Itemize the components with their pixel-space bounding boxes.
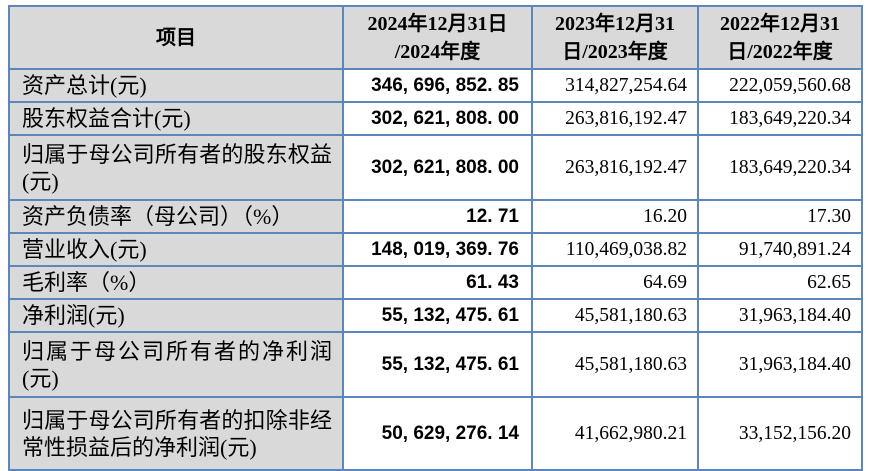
value-2024: 346, 696, 852. 85 xyxy=(342,68,533,103)
header-line-1: 2022年12月31 xyxy=(720,12,840,35)
value-2024: 12. 71 xyxy=(342,199,533,234)
table-row-equity-attributable-to-parent: 归属于母公司所有者的股东权益(元) 302, 621, 808. 00 263,… xyxy=(8,134,863,201)
value-2023: 45,581,180.63 xyxy=(531,331,699,398)
row-label: 净利润(元) xyxy=(8,298,344,333)
row-label: 归属于母公司所有者的净利润(元) xyxy=(8,331,344,398)
row-label: 营业收入(元) xyxy=(8,232,344,267)
value-2023: 41,662,980.21 xyxy=(531,396,699,471)
value-2024: 50, 629, 276. 14 xyxy=(342,396,533,471)
row-label: 归属于母公司所有者的股东权益(元) xyxy=(8,134,344,201)
header-line-2: /2024年度 xyxy=(394,40,481,63)
value-2022: 33,152,156.20 xyxy=(697,396,863,471)
row-label: 资产总计(元) xyxy=(8,68,344,103)
value-2024: 55, 132, 475. 61 xyxy=(342,331,533,398)
table-row-operating-revenue: 营业收入(元) 148, 019, 369. 76 110,469,038.82… xyxy=(8,232,863,267)
column-header-2024: 2024年12月31日 /2024年度 xyxy=(342,5,533,70)
header-line-1: 2023年12月31 xyxy=(555,12,675,35)
value-2023: 110,469,038.82 xyxy=(531,232,699,267)
row-label: 资产负债率（母公司）（%） xyxy=(8,199,344,234)
value-2024: 61. 43 xyxy=(342,265,533,300)
value-2023: 45,581,180.63 xyxy=(531,298,699,333)
column-header-item: 项目 xyxy=(8,5,344,70)
table-row-debt-to-asset-ratio: 资产负债率（母公司）（%） 12. 71 16.20 17.30 xyxy=(8,199,863,234)
value-2023: 16.20 xyxy=(531,199,699,234)
value-2024: 148, 019, 369. 76 xyxy=(342,232,533,267)
table-row-net-profit-after-non-recurring-items: 归属于母公司所有者的扣除非经常性损益后的净利润(元) 50, 629, 276.… xyxy=(8,396,863,471)
header-line-1: 2024年12月31日 xyxy=(367,12,508,35)
row-label: 毛利率（%） xyxy=(8,265,344,300)
table-row-total-equity: 股东权益合计(元) 302, 621, 808. 00 263,816,192.… xyxy=(8,101,863,136)
value-2022: 183,649,220.34 xyxy=(697,134,863,201)
column-header-2022: 2022年12月31 日/2022年度 xyxy=(697,5,863,70)
column-header-2023: 2023年12月31 日/2023年度 xyxy=(531,5,699,70)
value-2023: 314,827,254.64 xyxy=(531,68,699,103)
value-2022: 183,649,220.34 xyxy=(697,101,863,136)
table-row-gross-margin: 毛利率（%） 61. 43 64.69 62.65 xyxy=(8,265,863,300)
value-2022: 62.65 xyxy=(697,265,863,300)
value-2022: 31,963,184.40 xyxy=(697,331,863,398)
value-2023: 64.69 xyxy=(531,265,699,300)
value-2024: 302, 621, 808. 00 xyxy=(342,101,533,136)
header-line-2: 日/2022年度 xyxy=(727,40,833,63)
value-2022: 91,740,891.24 xyxy=(697,232,863,267)
financial-summary-table: 项目 2024年12月31日 /2024年度 2023年12月31 日/2023… xyxy=(8,5,863,471)
value-2024: 302, 621, 808. 00 xyxy=(342,134,533,201)
table-row-total-assets: 资产总计(元) 346, 696, 852. 85 314,827,254.64… xyxy=(8,68,863,103)
table-row-net-profit: 净利润(元) 55, 132, 475. 61 45,581,180.63 31… xyxy=(8,298,863,333)
value-2023: 263,816,192.47 xyxy=(531,134,699,201)
value-2024: 55, 132, 475. 61 xyxy=(342,298,533,333)
value-2022: 31,963,184.40 xyxy=(697,298,863,333)
value-2022: 17.30 xyxy=(697,199,863,234)
table-row-net-profit-attributable-to-parent: 归属于母公司所有者的净利润(元) 55, 132, 475. 61 45,581… xyxy=(8,331,863,398)
row-label: 归属于母公司所有者的扣除非经常性损益后的净利润(元) xyxy=(8,396,344,471)
value-2022: 222,059,560.68 xyxy=(697,68,863,103)
header-line-2: 日/2023年度 xyxy=(562,40,668,63)
document-page: 项目 2024年12月31日 /2024年度 2023年12月31 日/2023… xyxy=(8,5,863,471)
row-label: 股东权益合计(元) xyxy=(8,101,344,136)
header-row: 项目 2024年12月31日 /2024年度 2023年12月31 日/2023… xyxy=(8,5,863,70)
value-2023: 263,816,192.47 xyxy=(531,101,699,136)
